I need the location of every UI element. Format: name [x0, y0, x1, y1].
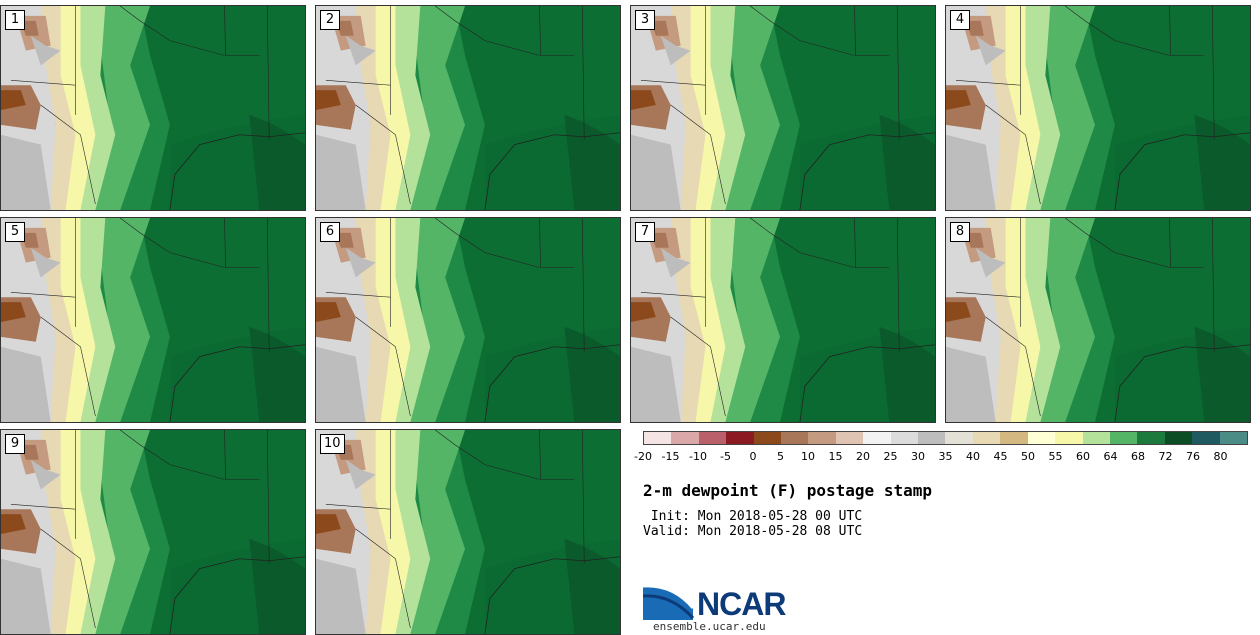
dewpoint-map — [1, 430, 305, 634]
colorbar-tick-label: 55 — [1048, 450, 1063, 463]
colorbar-swatch — [1082, 432, 1110, 444]
colorbar-swatch — [945, 432, 973, 444]
colorbar-tick-label: 0 — [749, 450, 757, 463]
member-number: 3 — [635, 10, 655, 30]
dewpoint-map — [316, 218, 620, 422]
dewpoint-map — [1, 218, 305, 422]
colorbar-tick-label: 50 — [1021, 450, 1035, 463]
colorbar-tick-label: 10 — [801, 450, 815, 463]
colorbar-swatch — [863, 432, 891, 444]
colorbar-swatch — [972, 432, 1001, 444]
dewpoint-map — [316, 430, 620, 634]
colorbar-swatch — [726, 432, 754, 444]
colorbar-tick-label: 35 — [938, 450, 953, 463]
init-time: Init: Mon 2018-05-28 00 UTC — [643, 509, 863, 524]
ncar-logo-icon — [643, 584, 695, 620]
ncar-logo-text: NCAR — [697, 586, 786, 622]
colorbar-swatch — [808, 432, 836, 444]
colorbar — [643, 431, 1248, 445]
colorbar-swatch — [1192, 432, 1220, 444]
colorbar-tick-label: 80 — [1213, 450, 1228, 463]
colorbar-swatch — [918, 432, 946, 444]
member-number: 7 — [635, 222, 655, 242]
colorbar-ticks: -20 -15 -10 -5 0 5 10 15 20 25 30 35 40 45 50 55 60 64 68 7… — [633, 450, 1253, 466]
colorbar-tick-label: 15 — [828, 450, 843, 463]
ncar-logo: NCAR ensemble.ucar.edu — [643, 578, 803, 633]
dewpoint-map — [946, 6, 1250, 210]
member-number: 6 — [320, 222, 340, 242]
colorbar-tick-label: 60 — [1076, 450, 1090, 463]
colorbar-tick-label: 20 — [856, 450, 870, 463]
colorbar-swatch — [835, 432, 864, 444]
colorbar-tick-label: 76 — [1186, 450, 1200, 463]
member-number: 9 — [5, 434, 25, 454]
colorbar-tick-label: 45 — [993, 450, 1008, 463]
colorbar-tick-label: -15 — [661, 450, 680, 463]
member-panel-7: 7 — [630, 217, 936, 423]
member-number: 2 — [320, 10, 340, 30]
colorbar-tick-label: 25 — [883, 450, 898, 463]
colorbar-swatch — [1137, 432, 1165, 444]
member-number: 5 — [5, 222, 25, 242]
colorbar-swatch — [753, 432, 782, 444]
run-info: Init: Mon 2018-05-28 00 UTC Valid: Mon 2… — [643, 509, 862, 539]
colorbar-tick-label: -5 — [720, 450, 731, 463]
member-panel-2: 2 — [315, 5, 621, 211]
colorbar-tick-label: 64 — [1103, 450, 1118, 463]
ncar-url: ensemble.ucar.edu — [653, 620, 766, 633]
member-panel-3: 3 — [630, 5, 936, 211]
valid-time: Valid: Mon 2018-05-28 08 UTC — [643, 524, 863, 539]
member-panel-8: 8 — [945, 217, 1251, 423]
colorbar-swatch — [1109, 432, 1138, 444]
colorbar-tick-label: -20 — [634, 450, 652, 463]
colorbar-tick-label: 40 — [966, 450, 980, 463]
colorbar-tick-label: 68 — [1131, 450, 1145, 463]
member-number: 10 — [320, 434, 345, 454]
colorbar-swatch — [890, 432, 919, 444]
colorbar-tick-label: -10 — [689, 450, 707, 463]
colorbar-swatch — [671, 432, 699, 444]
dewpoint-map — [946, 218, 1250, 422]
colorbar-swatch — [1164, 432, 1193, 444]
figure-title: 2-m dewpoint (F) postage stamp — [643, 481, 932, 500]
colorbar-swatch — [1055, 432, 1083, 444]
member-panel-9: 9 — [0, 429, 306, 635]
colorbar-tick-label: 5 — [777, 450, 784, 463]
member-panel-6: 6 — [315, 217, 621, 423]
colorbar-swatch — [644, 432, 672, 444]
dewpoint-map — [631, 218, 935, 422]
member-number: 4 — [950, 10, 970, 30]
dewpoint-map — [1, 6, 305, 210]
member-number: 1 — [5, 10, 25, 30]
member-panel-4: 4 — [945, 5, 1251, 211]
dewpoint-map — [631, 6, 935, 210]
colorbar-tick-label: 30 — [911, 450, 925, 463]
member-number: 8 — [950, 222, 970, 242]
member-panel-5: 5 — [0, 217, 306, 423]
colorbar-swatch — [781, 432, 809, 444]
member-panel-1: 1 — [0, 5, 306, 211]
member-panel-10: 10 — [315, 429, 621, 635]
colorbar-swatch — [1219, 432, 1247, 444]
colorbar-tick-label: 72 — [1158, 450, 1173, 463]
colorbar-swatch — [1027, 432, 1056, 444]
colorbar-swatch — [1000, 432, 1028, 444]
colorbar-swatch — [698, 432, 727, 444]
dewpoint-map — [316, 6, 620, 210]
